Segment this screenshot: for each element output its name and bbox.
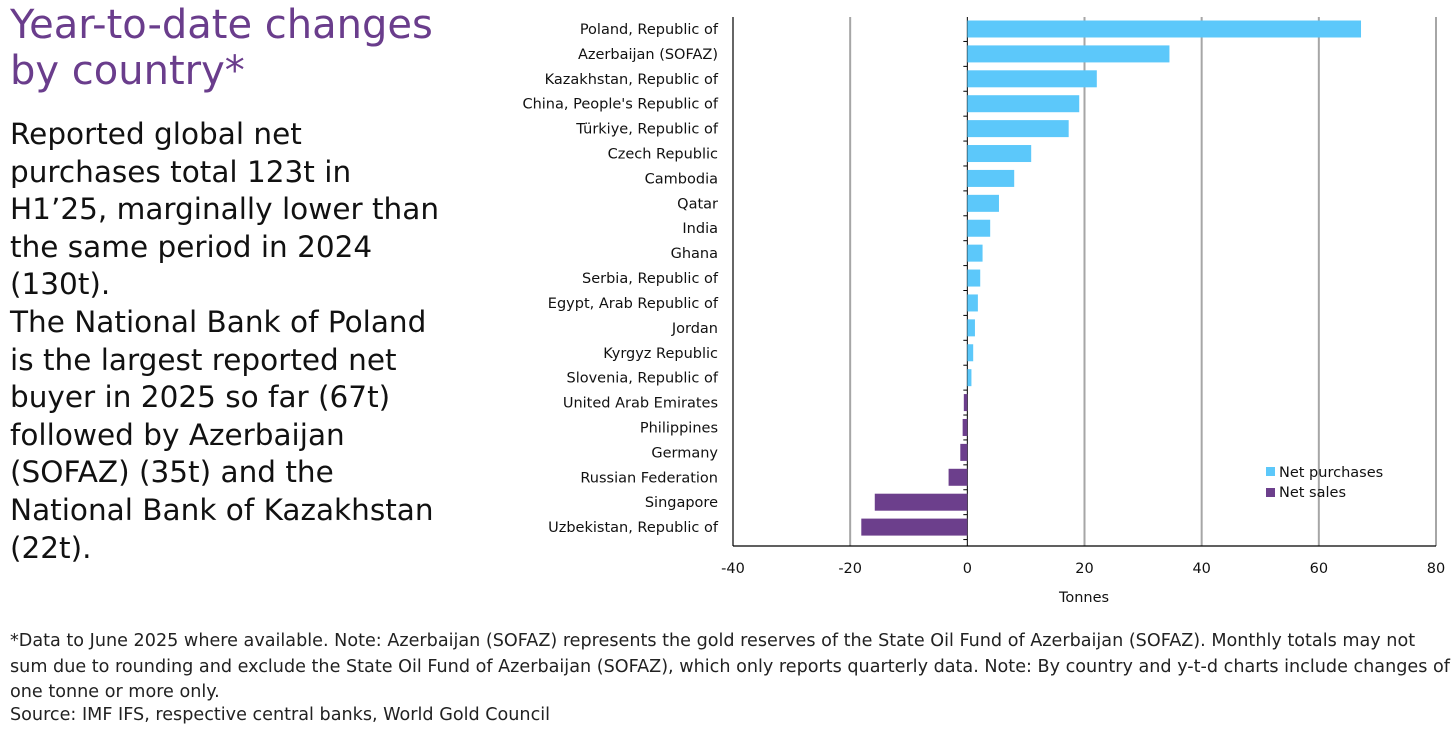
x-tick-label: 0: [963, 561, 972, 577]
bar-3: [967, 95, 1080, 113]
bar-13: [967, 344, 974, 362]
category-label: Egypt, Arab Republic of: [548, 296, 719, 312]
category-label: Uzbekistan, Republic of: [548, 520, 719, 536]
category-label: Singapore: [645, 495, 718, 511]
bar-1: [967, 45, 1170, 63]
legend-label-net-sales: Net sales: [1279, 485, 1346, 501]
x-tick-label: -20: [838, 561, 862, 577]
source-note: Source: IMF IFS, respective central bank…: [10, 705, 551, 725]
x-tick-label: 20: [1075, 561, 1093, 577]
x-tick-label: 80: [1427, 561, 1445, 577]
legend-label-net-purchases: Net purchases: [1279, 465, 1383, 481]
bar-12: [967, 319, 975, 337]
category-label: United Arab Emirates: [563, 396, 718, 412]
category-label: Russian Federation: [580, 470, 718, 486]
category-label: Ghana: [671, 246, 718, 262]
category-label: Kazakhstan, Republic of: [545, 72, 719, 88]
category-label: Jordan: [671, 321, 718, 337]
bar-15: [963, 394, 968, 412]
bar-20: [861, 518, 968, 536]
category-label: Philippines: [640, 420, 718, 436]
category-label: Slovenia, Republic of: [567, 371, 719, 387]
category-label: China, People's Republic of: [522, 97, 718, 113]
bar-14: [967, 369, 972, 387]
category-label: India: [682, 221, 718, 237]
grid-lines: [849, 17, 1437, 546]
bars: [861, 20, 1362, 536]
category-label: Kyrgyz Republic: [603, 346, 718, 362]
bar-5: [967, 145, 1032, 163]
x-tick-label: -40: [721, 561, 745, 577]
category-label: Germany: [651, 445, 718, 461]
bar-6: [967, 169, 1015, 187]
bar-8: [967, 219, 991, 237]
x-axis-title: Tonnes: [1058, 590, 1109, 606]
footnote: *Data to June 2025 where available. Note…: [10, 631, 1450, 702]
category-label: Qatar: [677, 196, 718, 212]
bar-9: [967, 244, 983, 262]
page-title: Year-to-date changes by country*: [10, 2, 433, 94]
legend-swatch-net-sales: [1266, 488, 1275, 497]
category-label: Czech Republic: [608, 147, 718, 163]
bar-19: [874, 493, 968, 511]
x-tick-label: 60: [1310, 561, 1328, 577]
bar-18: [948, 468, 968, 486]
bar-2: [967, 70, 1097, 88]
bar-0: [967, 20, 1362, 38]
bar-chart: Poland, Republic of Azerbaijan (SOFAZ) Kaz…: [522, 17, 1445, 606]
category-label: Poland, Republic of: [580, 22, 719, 38]
category-label: Cambodia: [645, 171, 718, 187]
category-labels: Poland, Republic of Azerbaijan (SOFAZ) Kaz…: [522, 22, 718, 536]
legend-swatch-net-purchases: [1266, 467, 1275, 476]
category-label: Serbia, Republic of: [582, 271, 719, 287]
bar-10: [967, 269, 981, 287]
summary-paragraph: Reported global net purchases total 123t…: [10, 117, 440, 302]
detail-paragraph: The National Bank of Poland is the large…: [10, 305, 434, 565]
category-label: Azerbaijan (SOFAZ): [578, 47, 718, 63]
x-tick-label: 40: [1192, 561, 1210, 577]
category-label: Türkiye, Republic of: [575, 122, 719, 138]
axes: [732, 17, 1436, 547]
bar-7: [967, 194, 999, 212]
bar-16: [962, 418, 968, 436]
bar-11: [967, 294, 978, 312]
bar-17: [960, 443, 968, 461]
legend: Net purchases Net sales: [1266, 465, 1383, 501]
x-tick-labels: -40 -20 0 20 40 60 80: [721, 561, 1445, 577]
bar-4: [967, 120, 1069, 138]
